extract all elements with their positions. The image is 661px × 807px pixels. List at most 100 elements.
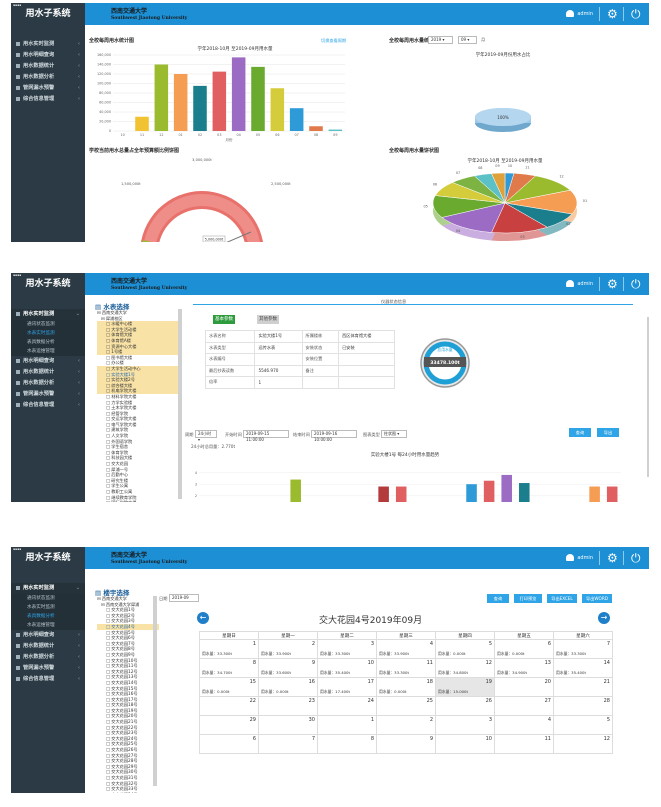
building-tree[interactable]: ⊟ 西南交通大学 ⊟ 西南交通大学犀浦 □ 交大花园1号 □ 交大花园2号 □ 交大花园… (97, 596, 159, 793)
calendar-day[interactable]: 17 用水量：17.400t (317, 677, 377, 697)
user-menu[interactable]: admin (566, 10, 593, 17)
tree-node[interactable]: ⊟ 犀浦校区 (97, 316, 181, 322)
tree-node[interactable]: □ 电气学院大楼 (97, 422, 181, 428)
print-preview-button[interactable]: 打印预览 (514, 594, 542, 603)
tree-node[interactable]: □ 交大花园31号 (97, 775, 159, 781)
nav-item-active[interactable]: 用水实时监测 ⌄ (11, 309, 85, 320)
gear-icon[interactable]: ⚙ (607, 277, 618, 291)
nav-item[interactable]: 综合信息管理 ‹ (11, 674, 85, 685)
calendar-day[interactable]: 24 (317, 696, 377, 716)
tree-node[interactable]: □ 交大花园23号 (97, 730, 159, 736)
calendar-day[interactable]: 6 用水量：0.000t (494, 639, 554, 659)
tree-node[interactable]: □ 土木学院大楼 (97, 405, 181, 411)
calendar-day[interactable]: 22 (199, 696, 259, 716)
tree-scrollbar[interactable] (178, 309, 182, 499)
calendar-day[interactable]: 18 用水量：0.000t (376, 677, 436, 697)
bar[interactable] (193, 85, 207, 131)
nav-item-active[interactable]: 用水实时监测 ⌄ (11, 583, 85, 594)
calendar-day[interactable]: 2 用水量：33.900t (258, 639, 318, 659)
start-time-input[interactable]: 2019-09-15 11:00:00 (243, 430, 289, 442)
tree-node[interactable]: ⊟ 西南交通大学 (97, 596, 159, 602)
bar[interactable] (290, 479, 301, 502)
pie-slice[interactable] (491, 172, 506, 204)
bar[interactable] (395, 486, 407, 502)
tree-node[interactable]: □ 体育馆A楼 (97, 337, 181, 344)
subnav-item[interactable]: 水表运维管理 (11, 347, 85, 356)
bar[interactable] (606, 486, 618, 502)
tree-node[interactable]: □ 科技园大楼 (97, 455, 181, 461)
nav-item[interactable]: 用水数据分析 ‹ (11, 378, 85, 389)
nav-item[interactable]: 用水明细查询 ‹ (11, 630, 85, 641)
nav-item[interactable]: 管网漏水预警 ‹ (11, 389, 85, 400)
tree-node[interactable]: □ 大学生活动楼 (97, 326, 181, 333)
subnav-item[interactable]: 水表运维管理 (11, 621, 85, 630)
tree-node[interactable]: □ 交大花园8号 (97, 646, 159, 652)
pie-slice[interactable] (491, 202, 548, 234)
calendar-day[interactable]: 3 用水量：33.300t (317, 639, 377, 659)
calendar-day[interactable]: 7 (258, 734, 318, 754)
tree-node[interactable]: □ 交大花园27号 (97, 753, 159, 759)
nav-item[interactable]: 管网漏水预警 ‹ (11, 663, 85, 674)
bar[interactable] (270, 88, 285, 131)
tree-node[interactable]: □ 体育学院 (97, 450, 181, 456)
tree-node[interactable]: □ 实验大楼2号 (97, 377, 181, 383)
calendar-day[interactable]: 4 用水量：33.900t (376, 639, 436, 659)
subnav-item-selected[interactable]: 表具数据分析 (11, 612, 85, 621)
tree-node[interactable]: □ 交大花园16号 (97, 691, 159, 697)
page-scrollbar[interactable] (647, 317, 649, 477)
period-switch-link[interactable]: 切换查看周期 (321, 38, 347, 43)
tree-node[interactable]: □ 交大花园19号 (97, 708, 159, 714)
power-icon[interactable]: ⏻ (631, 7, 641, 21)
tree-node[interactable]: □ 交大花园4号 (97, 623, 159, 630)
tree-node[interactable]: □ 交大花园30号 (97, 769, 159, 775)
calendar-day[interactable]: 2 (376, 715, 436, 735)
tree-node[interactable]: □ 交大花园24号 (97, 736, 159, 742)
user-menu[interactable]: admin (566, 280, 593, 287)
chart-type-select[interactable]: 柱状图 ▾ (381, 430, 407, 438)
tree-node[interactable]: □ 交大花园9号 (97, 652, 159, 658)
nav-item[interactable]: 综合信息管理 ‹ (11, 400, 85, 411)
tree-node[interactable]: □ 体育馆大楼 (97, 332, 181, 338)
tree-node[interactable]: □ 交大花园17号 (97, 697, 159, 703)
calendar-day[interactable]: 23 (258, 696, 318, 716)
app-brand[interactable]: ▪▪▪▪ 用水子系统 (11, 273, 85, 295)
calendar-day[interactable]: 10 (435, 734, 495, 754)
tree-node[interactable]: □ 交大花园20号 (97, 713, 159, 719)
tree-node[interactable]: □ 交大花园3号 (97, 618, 159, 624)
tree-node[interactable]: ⊟ 西南交通大学 (97, 310, 181, 316)
calendar-day[interactable]: 12 用水量：34.800t (435, 658, 495, 678)
nav-item[interactable]: 用水数据统计 ‹ (11, 641, 85, 652)
end-time-input[interactable]: 2019-09-16 10:00:00 (311, 430, 357, 442)
tree-node[interactable]: ⊟ 西南交通大学犀浦 (97, 602, 159, 608)
export-button[interactable]: 导出 (597, 428, 619, 437)
tree-node[interactable]: □ 外国语学院 (97, 439, 181, 445)
tree-node[interactable]: □ 交大花园1号 (97, 607, 159, 613)
user-menu[interactable]: admin (566, 554, 593, 561)
bar[interactable] (589, 486, 600, 502)
calendar-day[interactable]: 28 (553, 696, 613, 716)
subnav-item[interactable]: 通讯状态监测 (11, 320, 85, 329)
calendar-day[interactable]: 15 用水量：0.000t (199, 677, 259, 697)
period-select[interactable]: 24小时 ▾ (195, 430, 217, 442)
bar[interactable] (231, 57, 246, 131)
tree-node[interactable]: □ 交大花园33号 (97, 786, 159, 792)
tree-node[interactable]: □ 交大花园25号 (97, 741, 159, 747)
year-select[interactable]: 2019 ▾ (428, 36, 453, 44)
tab-other[interactable]: 其他参数 (257, 315, 279, 324)
tree-node[interactable]: □ 交大花园5号 (97, 630, 159, 636)
tree-node[interactable]: □ 交大花园18号 (97, 702, 159, 708)
nav-item[interactable]: 用水明细查询 ‹ (11, 50, 85, 61)
calendar-day[interactable]: 13 用水量：34.900t (494, 658, 554, 678)
calendar-day[interactable]: 11 用水量：33.300t (376, 658, 436, 678)
tree-node[interactable]: □ 交大花园28号 (97, 758, 159, 764)
tree-node[interactable]: □ 交大花园26号 (97, 747, 159, 753)
tab-basic[interactable]: 基本参数 (213, 315, 235, 324)
calendar-day[interactable]: 29 (199, 715, 259, 735)
month-select[interactable]: 09 ▾ (458, 36, 477, 44)
export-excel-button[interactable]: 导出EXCEL (547, 594, 577, 603)
calendar-day[interactable]: 8 用水量：34.700t (199, 658, 259, 678)
nav-item[interactable]: 用水数据统计 ‹ (11, 367, 85, 378)
export-word-button[interactable]: 导出WORD (582, 594, 612, 603)
tree-node[interactable]: □ 交大花园10号 (97, 658, 159, 664)
nav-item[interactable]: 综合信息管理 ‹ (11, 94, 85, 105)
